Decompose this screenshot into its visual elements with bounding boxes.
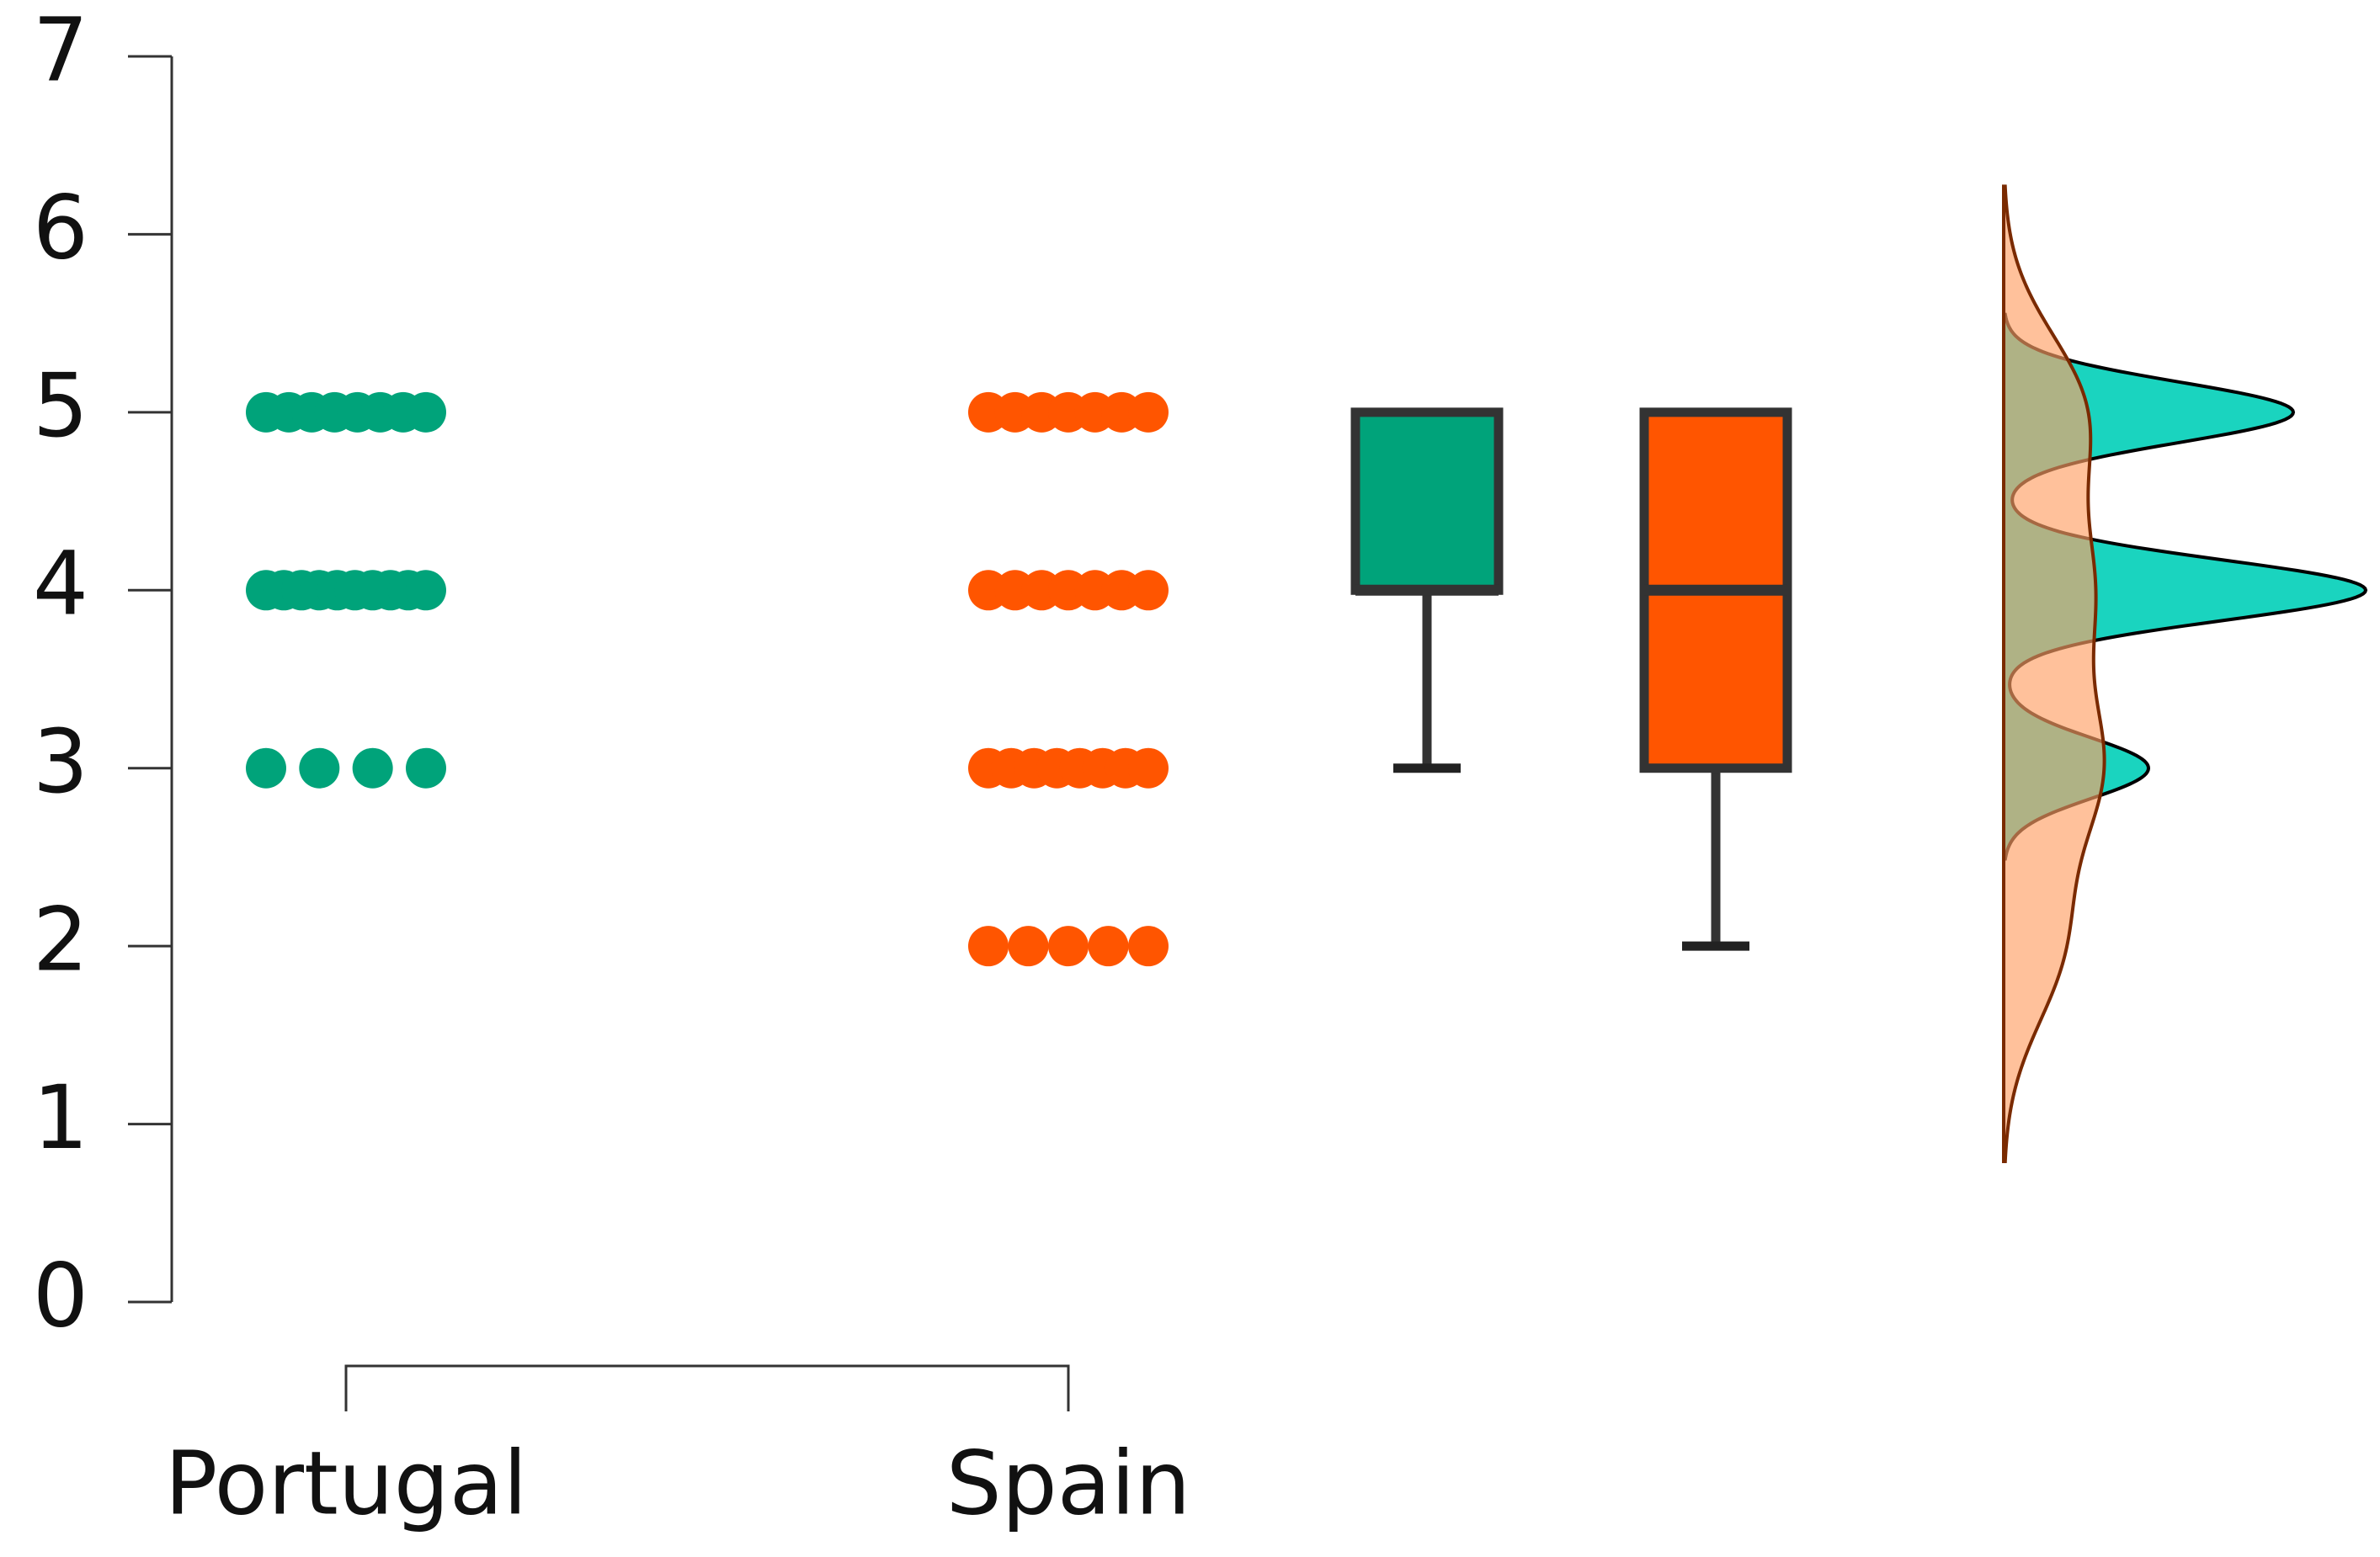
data-point — [299, 747, 340, 789]
density — [2002, 184, 2106, 1163]
data-point — [1088, 926, 1129, 967]
y-tick-label: 1 — [33, 1066, 88, 1169]
y-tick-label: 0 — [33, 1244, 88, 1347]
data-point — [968, 926, 1009, 967]
data-point — [1128, 747, 1169, 789]
data-point — [1128, 570, 1169, 611]
data-point — [246, 747, 286, 789]
x-tick-label: Spain — [946, 1432, 1191, 1534]
y-tick-label: 7 — [33, 0, 88, 101]
data-point — [406, 747, 446, 789]
y-tick-label: 3 — [33, 710, 88, 813]
box — [1350, 407, 1504, 595]
data-point — [406, 391, 446, 433]
data-point — [406, 570, 446, 611]
y-tick-label: 4 — [33, 533, 88, 635]
data-point — [1008, 926, 1049, 967]
y-tick-label: 6 — [33, 177, 88, 279]
density — [2002, 312, 2368, 861]
y-tick-label: 5 — [33, 354, 88, 457]
data-point — [1128, 926, 1169, 967]
x-bracket — [344, 1364, 1070, 1411]
x-tick-label: Portugal — [165, 1432, 528, 1534]
data-point — [1128, 391, 1169, 433]
data-point — [1048, 926, 1089, 967]
data-point — [352, 747, 393, 789]
y-tick-label: 2 — [33, 888, 88, 991]
